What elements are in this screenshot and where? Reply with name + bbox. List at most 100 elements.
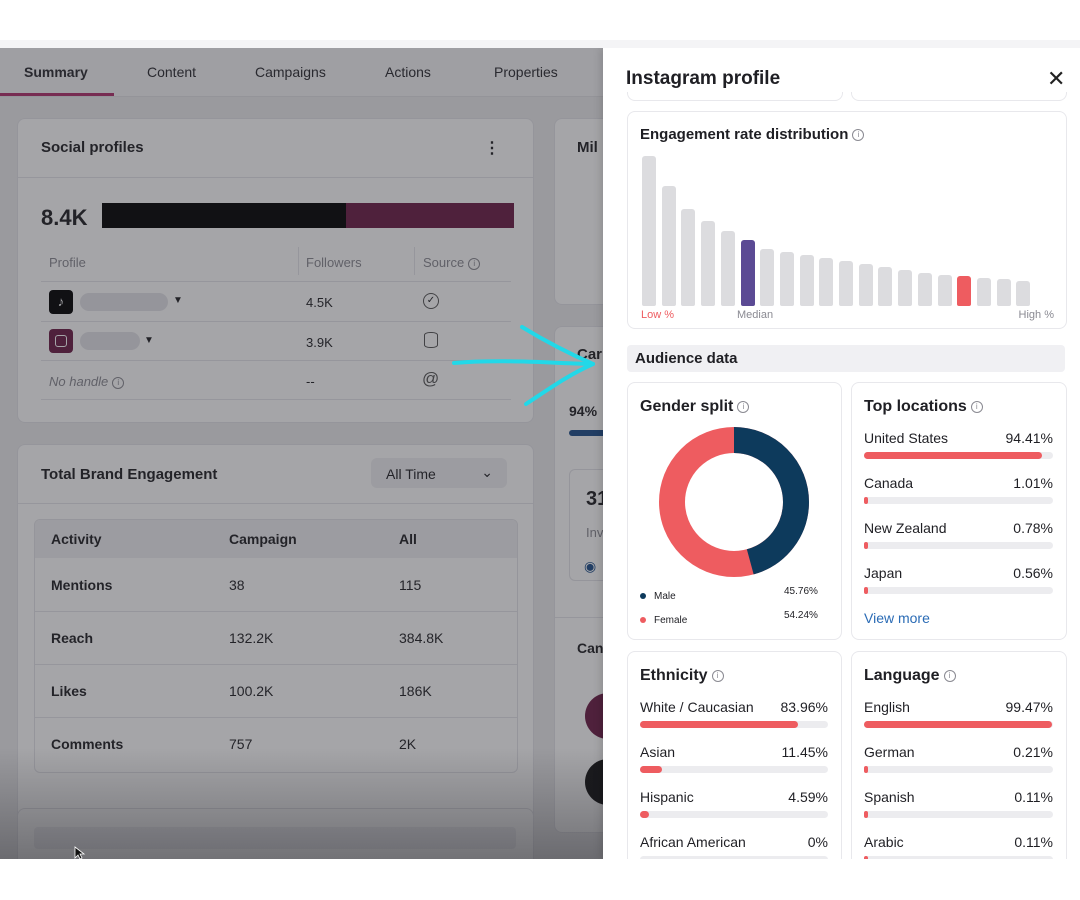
top-locations-card: Top locations i United States 94.41% Canada… (851, 382, 1067, 640)
more-options-icon[interactable]: ⋮ (484, 140, 500, 157)
top-border (0, 40, 1080, 48)
list-item: New Zealand 0.78% (864, 520, 1053, 560)
erd-bar (898, 270, 913, 306)
col-followers: Followers (306, 255, 362, 270)
time-range-value: All Time (386, 466, 436, 482)
language-title: Language i (864, 667, 956, 685)
item-label: United States (864, 430, 949, 446)
chevron-down-icon[interactable]: ▼ (173, 295, 183, 306)
overlay-shade (0, 748, 603, 859)
language-title-text: Language (864, 667, 940, 684)
no-handle: No handle i (49, 374, 125, 389)
chevron-down-icon[interactable]: ▼ (144, 335, 154, 346)
engagement-title: Total Brand Engagement (41, 466, 218, 483)
erd-bar (760, 249, 775, 306)
gender-title-text: Gender split (640, 398, 734, 415)
erd-bar (858, 264, 873, 306)
campaign-sub-title: Can (577, 640, 604, 656)
list-item: Canada 1.01% (864, 475, 1053, 515)
item-value: 0.56% (1013, 565, 1053, 581)
active-tab-indicator (0, 93, 114, 96)
tab-summary[interactable]: Summary (24, 64, 88, 80)
time-range-select[interactable]: All Time ⌄ (371, 458, 507, 488)
followers-value: 3.9K (306, 335, 333, 350)
item-value: 99.47% (1005, 699, 1053, 715)
followers-total: 8.4K (41, 205, 88, 230)
eye-icon: ◉ (584, 558, 597, 574)
erd-bar (996, 279, 1011, 306)
table-row: Likes 100.2K 186K (35, 664, 517, 718)
followers-split-bar (102, 203, 514, 228)
engagement-table: Activity Campaign All Mentions 38 115 Re… (34, 519, 518, 773)
share-bar-fill (640, 721, 798, 728)
list-item: Asian 11.45% (640, 744, 828, 784)
campaign-cell: 38 (229, 577, 245, 593)
activity-cell: Likes (51, 683, 87, 699)
item-value: 0% (807, 834, 828, 850)
divider (41, 281, 511, 282)
col-source-label: Source (423, 255, 465, 270)
brand-engagement-card: Total Brand Engagement All Time ⌄ Activi… (17, 444, 534, 836)
social-profiles-title: Social profiles (41, 139, 144, 156)
modal-overlay[interactable] (0, 48, 603, 859)
item-label: White / Caucasian (640, 699, 754, 715)
tab-actions[interactable]: Actions (385, 64, 431, 80)
female-legend-dot (640, 617, 646, 623)
erd-bar (740, 240, 755, 306)
activity-cell: Reach (51, 630, 94, 646)
list-item: English 99.47% (864, 699, 1053, 739)
item-label: German (864, 744, 915, 760)
item-value: 0.78% (1013, 520, 1053, 536)
table-row: Mentions 38 115 (35, 558, 517, 612)
gender-split-card: Gender split i Male 45.76% Female 54.24% (627, 382, 842, 640)
share-bar-fill (864, 542, 868, 549)
instagram-icon (49, 329, 73, 353)
list-item: United States 94.41% (864, 430, 1053, 470)
col-profile: Profile (49, 255, 86, 270)
share-bar-fill (864, 766, 868, 773)
campaign-progress-bar (569, 430, 629, 436)
followers-value: -- (306, 374, 315, 389)
milestones-title: Mil (577, 139, 598, 156)
share-bar-track (864, 721, 1053, 728)
item-label: Canada (864, 475, 914, 491)
social-profiles-card: Social profiles ⋮ 8.4K Profile Followers… (17, 118, 534, 423)
info-icon: i (943, 669, 956, 682)
campaign-cell: 757 (229, 736, 253, 752)
chevron-down-icon: ⌄ (481, 464, 493, 480)
ethnicity-title-text: Ethnicity (640, 667, 708, 684)
col-activity: Activity (51, 531, 102, 547)
share-bar-track (864, 811, 1053, 818)
list-item: Hispanic 4.59% (640, 789, 828, 829)
close-icon[interactable]: ✕ (1047, 66, 1066, 91)
share-bar-track (640, 721, 828, 728)
info-icon: i (112, 376, 125, 389)
male-legend-dot (640, 593, 646, 599)
info-icon: i (711, 669, 724, 682)
item-value: 94.41% (1005, 430, 1053, 446)
erd-title-text: Engagement rate distribution (640, 126, 849, 143)
annotation-arrow-icon (452, 325, 595, 406)
tab-properties[interactable]: Properties (494, 64, 558, 80)
share-bar-fill (640, 766, 662, 773)
erd-bar (957, 276, 972, 306)
item-label: African American (640, 834, 746, 850)
item-value: 4.59% (788, 789, 828, 805)
tab-content[interactable]: Content (147, 64, 197, 80)
erd-bar (917, 273, 932, 306)
tab-campaigns[interactable]: Campaigns (255, 64, 326, 80)
share-bar-track (864, 856, 1053, 859)
male-slice (659, 427, 809, 577)
divider (41, 360, 511, 361)
item-value: 0.11% (1014, 789, 1053, 805)
item-value: 83.96% (780, 699, 828, 715)
gender-donut-chart (659, 427, 809, 577)
erd-bar (720, 231, 735, 306)
stat-label: Inv (586, 525, 604, 540)
info-icon: i (737, 400, 750, 413)
view-more-link[interactable]: View more (864, 610, 930, 626)
list-item: German 0.21% (864, 744, 1053, 784)
info-icon: i (970, 400, 983, 413)
divider (41, 321, 511, 322)
item-value: 0.11% (1014, 834, 1053, 850)
